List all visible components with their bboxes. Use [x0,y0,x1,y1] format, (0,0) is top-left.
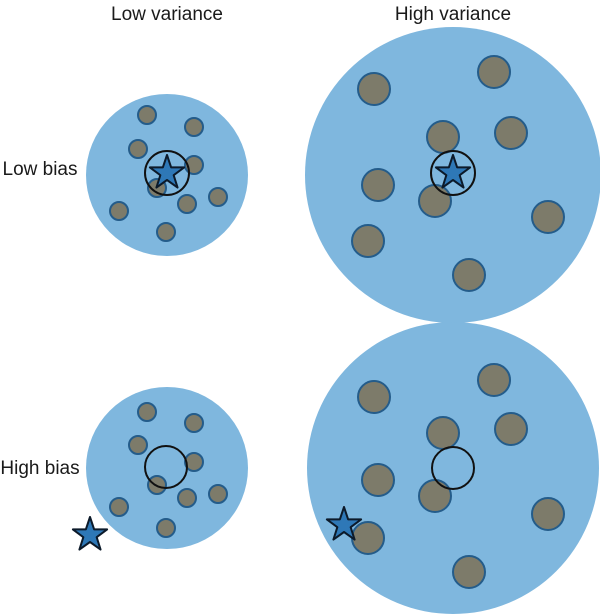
shot-point [426,416,460,450]
shot-point [156,518,176,538]
shot-point [137,402,157,422]
shot-point [426,120,460,154]
shot-point [177,194,197,214]
column-label-low-variance: Low variance [111,4,223,25]
shot-point [452,555,486,589]
bullseye-ring [431,446,475,490]
star-icon [325,506,363,541]
shot-point [128,435,148,455]
shot-point [452,258,486,292]
panel-low-bias-low-variance [86,94,248,256]
shot-point [531,200,565,234]
shot-point [418,184,452,218]
shot-point [137,105,157,125]
shot-point [494,412,528,446]
star-icon [148,154,186,189]
shot-point [351,224,385,258]
bullseye-ring [144,150,190,196]
shot-point [531,497,565,531]
shot-point [357,380,391,414]
column-label-high-variance: High variance [395,4,511,25]
shot-point [418,479,452,513]
shot-point [494,116,528,150]
star-icon [434,154,472,189]
shot-point [477,55,511,89]
panel-low-bias-high-variance [305,27,600,323]
shot-point [128,139,148,159]
star-icon [71,516,109,551]
shot-point [177,488,197,508]
shot-point [208,484,228,504]
shot-point [357,72,391,106]
shot-point [184,452,204,472]
shot-point [156,222,176,242]
shot-point [361,463,395,497]
row-label-high-bias: High bias [0,458,79,479]
shot-point [477,363,511,397]
shot-point [184,117,204,137]
panel-high-bias-low-variance [71,387,248,551]
bullseye-ring [144,445,188,489]
shot-point [109,201,129,221]
shot-point [351,521,385,555]
shot-point [109,497,129,517]
panel-high-bias-high-variance [307,322,599,614]
bullseye-ring [430,150,476,196]
shot-point [208,187,228,207]
shot-point [361,168,395,202]
shot-point [184,413,204,433]
row-label-low-bias: Low bias [3,159,78,180]
